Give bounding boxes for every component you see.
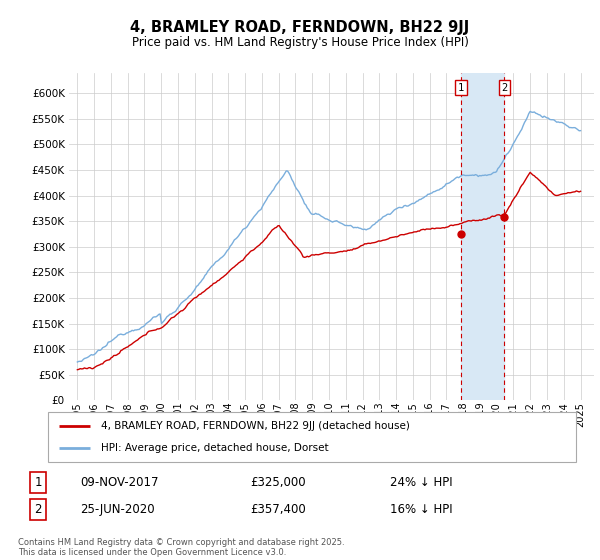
Text: 4, BRAMLEY ROAD, FERNDOWN, BH22 9JJ: 4, BRAMLEY ROAD, FERNDOWN, BH22 9JJ xyxy=(130,20,470,35)
Text: Price paid vs. HM Land Registry's House Price Index (HPI): Price paid vs. HM Land Registry's House … xyxy=(131,36,469,49)
Text: 09-NOV-2017: 09-NOV-2017 xyxy=(80,476,158,489)
Bar xyxy=(461,73,505,400)
Text: 16% ↓ HPI: 16% ↓ HPI xyxy=(390,503,452,516)
Text: 4, BRAMLEY ROAD, FERNDOWN, BH22 9JJ (detached house): 4, BRAMLEY ROAD, FERNDOWN, BH22 9JJ (det… xyxy=(101,421,410,431)
Text: 25-JUN-2020: 25-JUN-2020 xyxy=(80,503,155,516)
Text: HPI: Average price, detached house, Dorset: HPI: Average price, detached house, Dors… xyxy=(101,444,328,454)
Text: 24% ↓ HPI: 24% ↓ HPI xyxy=(390,476,452,489)
Text: Contains HM Land Registry data © Crown copyright and database right 2025.
This d: Contains HM Land Registry data © Crown c… xyxy=(18,538,344,557)
Text: 1: 1 xyxy=(34,476,42,489)
Text: £325,000: £325,000 xyxy=(250,476,305,489)
Text: £357,400: £357,400 xyxy=(250,503,306,516)
Text: 2: 2 xyxy=(502,82,508,92)
Text: 2: 2 xyxy=(34,503,42,516)
Text: 1: 1 xyxy=(458,82,464,92)
